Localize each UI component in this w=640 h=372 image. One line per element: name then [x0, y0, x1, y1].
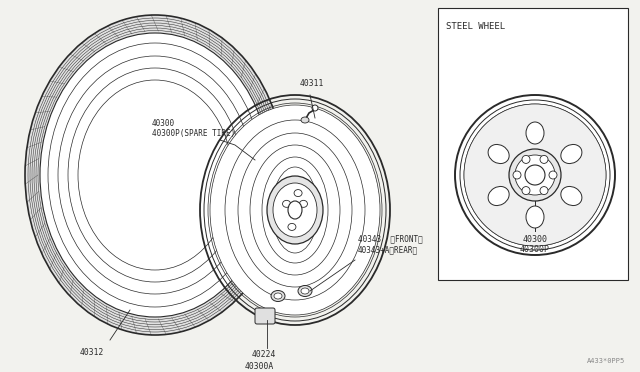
Circle shape [513, 171, 521, 179]
Text: 40311: 40311 [300, 79, 324, 88]
Ellipse shape [40, 33, 270, 317]
Circle shape [515, 155, 555, 195]
Circle shape [540, 155, 548, 163]
Circle shape [540, 187, 548, 195]
Ellipse shape [301, 288, 309, 294]
Ellipse shape [288, 224, 296, 230]
Ellipse shape [294, 190, 302, 196]
Text: 40312: 40312 [80, 348, 104, 357]
Circle shape [525, 165, 545, 185]
Ellipse shape [210, 105, 380, 315]
Circle shape [464, 104, 606, 246]
Ellipse shape [561, 144, 582, 164]
Text: 40300
40300P: 40300 40300P [520, 235, 550, 254]
Ellipse shape [273, 183, 317, 237]
Ellipse shape [526, 206, 544, 228]
Circle shape [509, 149, 561, 201]
Ellipse shape [300, 201, 307, 207]
Text: STEEL WHEEL: STEEL WHEEL [446, 22, 505, 31]
Text: 40300A: 40300A [245, 362, 275, 371]
Ellipse shape [267, 176, 323, 244]
Circle shape [522, 155, 530, 163]
FancyBboxPatch shape [255, 308, 275, 324]
Ellipse shape [301, 117, 309, 123]
Text: A433*0PP5: A433*0PP5 [587, 358, 625, 364]
Text: 40300
40300P(SPARE TIRE): 40300 40300P(SPARE TIRE) [152, 119, 236, 138]
Text: 40343  〈FRONT〉
40343+A〈REAR〉: 40343 〈FRONT〉 40343+A〈REAR〉 [358, 235, 423, 254]
Ellipse shape [282, 201, 291, 207]
Ellipse shape [274, 293, 282, 299]
Circle shape [549, 171, 557, 179]
Ellipse shape [271, 291, 285, 301]
Ellipse shape [526, 122, 544, 144]
Bar [438, 8, 628, 280]
Ellipse shape [298, 285, 312, 296]
Ellipse shape [561, 186, 582, 206]
Ellipse shape [288, 201, 302, 219]
Circle shape [522, 187, 530, 195]
Ellipse shape [488, 186, 509, 206]
Text: 40224: 40224 [252, 350, 276, 359]
Ellipse shape [488, 144, 509, 164]
Ellipse shape [25, 15, 285, 335]
Circle shape [312, 105, 318, 111]
